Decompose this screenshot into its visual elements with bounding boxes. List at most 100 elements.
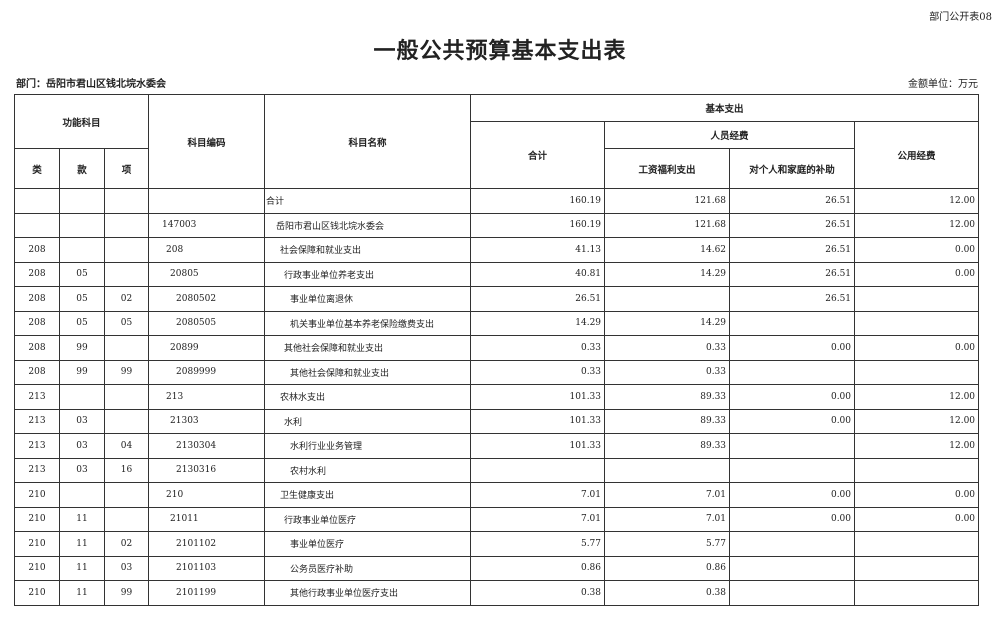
cell-name: 其他社会保障和就业支出 xyxy=(264,359,472,385)
cell-lei: 210 xyxy=(14,506,60,532)
cell-kuan: 11 xyxy=(59,555,105,581)
cell-total: 41.13 xyxy=(470,237,606,263)
cell-total: 0.33 xyxy=(470,335,606,361)
cell-public: 12.00 xyxy=(854,408,980,434)
cell-subsidy xyxy=(729,433,856,459)
cell-kuan xyxy=(59,384,105,410)
cell-public xyxy=(854,555,980,581)
cell-name: 其他社会保障和就业支出 xyxy=(264,335,472,361)
header-public: 公用经费 xyxy=(854,121,980,189)
cell-xiang xyxy=(103,237,150,263)
cell-code: 2101103 xyxy=(148,555,266,581)
table-row: 213 03 04 2130304 水利行业业务管理 101.33 89.33 12.00 xyxy=(14,433,980,459)
cell-subsidy: 0.00 xyxy=(729,482,856,508)
cell-subsidy: 0.00 xyxy=(729,506,856,532)
cell-name: 事业单位离退休 xyxy=(264,286,472,312)
cell-code: 2101102 xyxy=(148,531,266,557)
cell-lei: 208 xyxy=(14,359,60,385)
unit-label: 金额单位：万元 xyxy=(908,79,978,90)
cell-public xyxy=(854,580,980,606)
cell-name: 行政事业单位养老支出 xyxy=(264,261,472,287)
cell-total: 40.81 xyxy=(470,261,606,287)
budget-table: 功能科目 科目编码 科目名称 基本支出 合计 人员经费 公用经费 类 款 项 工… xyxy=(13,94,980,606)
cell-kuan: 05 xyxy=(59,261,105,287)
cell-xiang: 99 xyxy=(103,359,150,385)
cell-public: 0.00 xyxy=(854,506,980,532)
cell-xiang xyxy=(103,188,150,214)
cell-name: 岳阳市君山区钱北垸水委会 xyxy=(264,212,472,238)
cell-total: 26.51 xyxy=(470,286,606,312)
cell-total: 5.77 xyxy=(470,531,606,557)
cell-public xyxy=(854,359,980,385)
cell-xiang: 04 xyxy=(103,433,150,459)
cell-lei: 208 xyxy=(14,335,60,361)
table-row: 210 210 卫生健康支出 7.01 7.01 0.00 0.00 xyxy=(14,482,980,508)
header-basic: 基本支出 xyxy=(470,94,980,122)
cell-xiang xyxy=(103,506,150,532)
cell-wages xyxy=(604,286,731,312)
cell-wages: 0.33 xyxy=(604,359,731,385)
table-row: 210 11 99 2101199 其他行政事业单位医疗支出 0.38 0.38 xyxy=(14,580,980,606)
cell-code: 21303 xyxy=(148,408,266,434)
cell-public: 0.00 xyxy=(854,482,980,508)
cell-total: 7.01 xyxy=(470,506,606,532)
cell-lei: 210 xyxy=(14,482,60,508)
table-row: 147003 岳阳市君山区钱北垸水委会 160.19 121.68 26.51 12.00 xyxy=(14,212,980,238)
header-wages: 工资福利支出 xyxy=(604,148,731,189)
cell-lei: 208 xyxy=(14,310,60,336)
cell-xiang xyxy=(103,482,150,508)
table-row: 213 03 16 2130316 农村水利 xyxy=(14,457,980,483)
department-label: 部门：岳阳市君山区钱北垸水委会 xyxy=(16,79,166,90)
cell-code: 2089999 xyxy=(148,359,266,385)
cell-total: 0.86 xyxy=(470,555,606,581)
cell-code: 20899 xyxy=(148,335,266,361)
cell-xiang xyxy=(103,212,150,238)
cell-public: 12.00 xyxy=(854,188,980,214)
cell-lei xyxy=(14,212,60,238)
cell-kuan: 03 xyxy=(59,457,105,483)
cell-code: 20805 xyxy=(148,261,266,287)
cell-name: 公务员医疗补助 xyxy=(264,555,472,581)
cell-lei: 213 xyxy=(14,433,60,459)
cell-kuan xyxy=(59,212,105,238)
cell-subsidy: 26.51 xyxy=(729,237,856,263)
table-row: 208 99 99 2089999 其他社会保障和就业支出 0.33 0.33 xyxy=(14,359,980,385)
cell-code: 2080505 xyxy=(148,310,266,336)
cell-subsidy xyxy=(729,359,856,385)
table-row: 213 213 农林水支出 101.33 89.33 0.00 12.00 xyxy=(14,384,980,410)
cell-subsidy xyxy=(729,310,856,336)
header-xiang: 项 xyxy=(103,148,150,189)
cell-lei: 213 xyxy=(14,457,60,483)
cell-name: 水利行业业务管理 xyxy=(264,433,472,459)
cell-code xyxy=(148,188,266,214)
cell-kuan: 05 xyxy=(59,310,105,336)
cell-code: 21011 xyxy=(148,506,266,532)
cell-wages: 89.33 xyxy=(604,433,731,459)
cell-xiang xyxy=(103,261,150,287)
header-code: 科目编码 xyxy=(148,94,266,189)
cell-public xyxy=(854,286,980,312)
cell-code: 208 xyxy=(148,237,266,263)
cell-lei: 208 xyxy=(14,261,60,287)
cell-kuan: 05 xyxy=(59,286,105,312)
cell-subsidy: 0.00 xyxy=(729,335,856,361)
cell-total: 0.33 xyxy=(470,359,606,385)
cell-name: 行政事业单位医疗 xyxy=(264,506,472,532)
cell-total: 7.01 xyxy=(470,482,606,508)
form-tag: 部门公开表08 xyxy=(929,12,992,23)
cell-wages: 14.62 xyxy=(604,237,731,263)
cell-code: 213 xyxy=(148,384,266,410)
cell-code: 210 xyxy=(148,482,266,508)
cell-public: 12.00 xyxy=(854,433,980,459)
cell-kuan: 11 xyxy=(59,580,105,606)
cell-total: 101.33 xyxy=(470,408,606,434)
table-row: 208 05 05 2080505 机关事业单位基本养老保险缴费支出 14.29 14.29 xyxy=(14,310,980,336)
cell-subsidy: 26.51 xyxy=(729,188,856,214)
cell-subsidy: 26.51 xyxy=(729,286,856,312)
cell-wages: 121.68 xyxy=(604,212,731,238)
cell-public xyxy=(854,310,980,336)
cell-lei: 213 xyxy=(14,384,60,410)
cell-xiang: 02 xyxy=(103,286,150,312)
cell-total: 14.29 xyxy=(470,310,606,336)
cell-lei: 210 xyxy=(14,531,60,557)
